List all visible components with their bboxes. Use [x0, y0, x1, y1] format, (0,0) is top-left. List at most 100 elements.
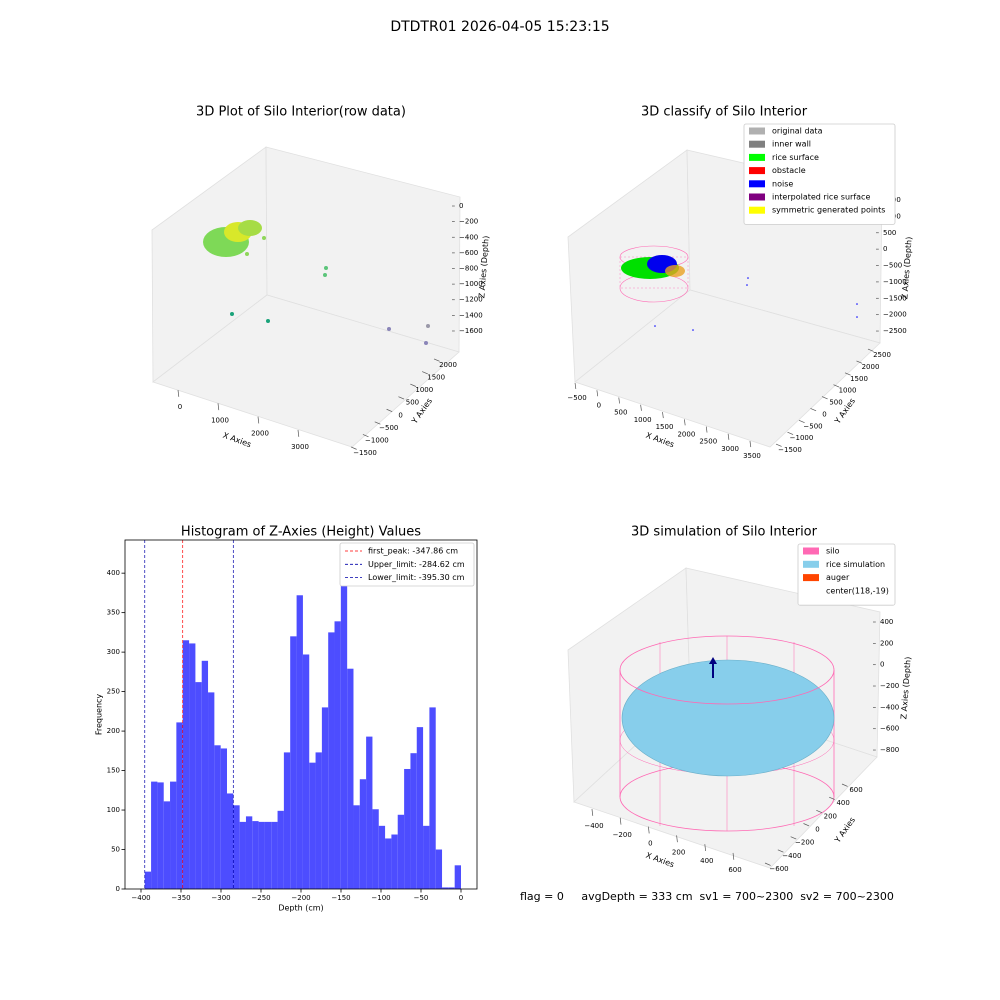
z-tick-label: −400 [459, 233, 478, 241]
point [266, 319, 270, 323]
bar [454, 865, 461, 889]
pane [152, 294, 460, 448]
bar [448, 887, 455, 889]
legend-label: obstacle [772, 166, 806, 175]
bar [182, 640, 190, 889]
y-axis-label: Frequency [95, 694, 104, 736]
tick-mark [596, 390, 599, 397]
bar [366, 736, 373, 889]
y-tick-label: 250 [107, 688, 120, 696]
x-tick-label: 0 [648, 840, 652, 848]
bar [404, 768, 411, 889]
y-tick-label: 150 [107, 767, 120, 775]
bar [151, 781, 158, 889]
bar [372, 809, 379, 889]
panel-1-panes [151, 146, 461, 448]
bar [385, 838, 392, 889]
bar [378, 825, 386, 889]
x-tick-label: 2000 [251, 430, 269, 438]
point [424, 341, 428, 345]
z-tick-label: −500 [883, 262, 902, 270]
tick-mark [350, 446, 357, 450]
bar [290, 636, 297, 889]
tick-mark [829, 796, 835, 800]
bar [423, 825, 430, 889]
tick-mark [217, 403, 220, 411]
tick-mark [798, 419, 805, 424]
legend-label: symmetric generated points [772, 206, 885, 215]
bar [201, 660, 209, 889]
x-tick-label: 400 [700, 857, 713, 865]
rice-simulation [621, 659, 835, 777]
tick-mark [386, 408, 393, 412]
tick-mark [177, 389, 180, 397]
z-tick-label: −2500 [883, 327, 907, 335]
y-tick-label: 1000 [839, 387, 857, 395]
y-tick-label: 400 [107, 569, 120, 577]
x-tick-label: 3000 [291, 443, 309, 451]
z-tick-label: −1600 [459, 327, 483, 335]
z-tick-label: 500 [883, 229, 896, 237]
tick-mark [777, 849, 784, 853]
bar [442, 887, 449, 889]
point [426, 324, 430, 328]
x-tick-label: 200 [672, 848, 685, 856]
tick-mark [297, 429, 300, 437]
legend-label: rice simulation [826, 560, 885, 569]
bar [315, 752, 322, 889]
legend-box [797, 543, 896, 606]
legend-label: noise [772, 179, 793, 188]
tick-mark [704, 844, 706, 852]
auger-head [709, 657, 717, 664]
x-tick-label: −400 [584, 822, 603, 830]
point [747, 277, 749, 279]
tick-mark [257, 416, 260, 424]
tick-mark [676, 835, 678, 843]
point [324, 266, 328, 270]
footer: flag = 0 avgDepth = 333 cm sv1 = 700~230… [520, 890, 894, 903]
z-tick-label: −800 [880, 746, 899, 754]
tick-mark [618, 397, 620, 404]
bar [195, 682, 202, 889]
z-axis-label: Z Axies (Depth) [900, 236, 913, 299]
bar [359, 779, 367, 889]
x-tick-label: −500 [567, 394, 586, 402]
legend-swatch [749, 193, 765, 201]
y-tick-label: 2500 [873, 351, 891, 359]
legend-label: auger [826, 573, 850, 582]
bar [170, 781, 177, 889]
x-tick-label: 0 [178, 403, 182, 411]
z-tick-label: 200 [880, 639, 893, 647]
y-tick-label: 2000 [439, 361, 457, 369]
legend-label: interpolated rice surface [772, 193, 870, 202]
y-tick-label: 2000 [862, 363, 880, 371]
tick-mark [856, 360, 863, 364]
y-tick-label: −400 [782, 852, 801, 860]
y-tick-label: 300 [107, 648, 120, 656]
bar [321, 707, 329, 889]
bar [258, 821, 265, 889]
z-tick-label: −2000 [883, 311, 907, 319]
tick-mark [790, 836, 797, 840]
panel-title: 3D classify of Silo Interior [641, 105, 808, 120]
z-tick-label: −1200 [459, 296, 483, 304]
y-tick-label: 600 [849, 786, 862, 794]
tick-mark [764, 862, 771, 866]
legend-box [743, 123, 896, 225]
point [856, 303, 858, 305]
x-tick-label: 0 [597, 401, 601, 409]
z-tick-label: −1400 [459, 311, 483, 319]
bar [239, 821, 246, 889]
legend-swatch [749, 153, 765, 161]
z-tick-label: 0 [880, 661, 884, 669]
panel-title: Histogram of Z-Axies (Height) Values [181, 525, 421, 540]
tick-mark [732, 852, 735, 860]
bar [271, 821, 278, 889]
bar [252, 821, 259, 889]
z-tick-label: −800 [459, 264, 478, 272]
y-tick-label: 500 [829, 399, 842, 407]
legend-label: first_peak: -347.86 cm [368, 547, 458, 556]
legend-swatch [749, 167, 765, 175]
point [654, 325, 656, 327]
